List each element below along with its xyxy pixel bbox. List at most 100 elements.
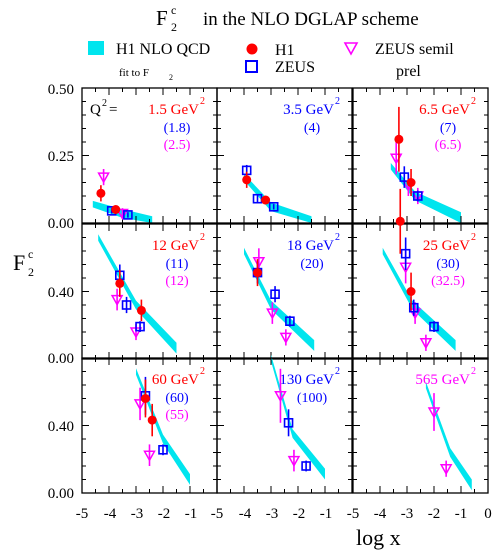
q2-label: 6.5 GeV <box>419 102 470 118</box>
q2-alt-zeus: (4) <box>304 121 321 136</box>
zeus-point <box>283 417 294 428</box>
q2-label: 60 GeV <box>152 372 199 388</box>
qcd-band <box>425 381 472 491</box>
zeus-point <box>158 444 168 455</box>
q2-alt-semil: (55) <box>165 408 189 423</box>
zeus-semil-point <box>116 208 129 221</box>
q2-alt-zeus: (11) <box>166 257 189 272</box>
qcd-band <box>244 247 315 351</box>
figure-title: F c 2 in the NLO DGLAP scheme <box>156 3 419 34</box>
y-tick-label: 0.50 <box>48 82 74 98</box>
legend-zeus-marker <box>245 60 258 73</box>
h1-point <box>96 188 106 198</box>
x-axis-title: log x <box>356 525 401 550</box>
h1-point <box>406 178 416 187</box>
q2-label: 25 GeV <box>423 238 470 254</box>
legend-h1-label: H1 <box>275 42 295 59</box>
x-tick-label: -1 <box>320 506 333 522</box>
q2-label-exponent: 2 <box>200 96 205 107</box>
x-tick-label: -1 <box>185 506 198 522</box>
h1-point <box>242 175 252 185</box>
legend-zeus-label: ZEUS <box>275 59 315 76</box>
q2-label: 3.5 GeV <box>283 102 334 118</box>
zeus-semil-point <box>252 257 266 269</box>
q2-alt-semil: (6.5) <box>435 138 462 153</box>
y-tick-label: 0.40 <box>48 419 74 435</box>
x-tick-label: -5 <box>211 506 224 522</box>
zeus-semil-point <box>266 308 279 320</box>
q2-label-exponent: 2 <box>200 232 205 243</box>
q2-label-exponent: 2 <box>335 232 340 243</box>
qcd-band <box>271 354 325 480</box>
zeus-point <box>301 461 311 471</box>
legend-band-label: H1 NLO QCD <box>116 41 210 58</box>
zeus-semil-point <box>274 391 287 403</box>
zeus-point <box>285 316 295 327</box>
zeus-point <box>429 321 439 332</box>
zeus-semil-point <box>110 294 124 307</box>
zeus-semil-point <box>97 172 110 184</box>
zeus-semil-point <box>143 450 156 462</box>
x-tick-label: -4 <box>239 506 252 522</box>
title-rest: in the NLO DGLAP scheme <box>203 9 419 30</box>
legend-band-swatch <box>88 41 104 55</box>
y-tick-label: 0.40 <box>48 285 74 301</box>
zeus-point <box>399 172 410 182</box>
h1-point <box>115 278 125 288</box>
q2-label-exponent: 2 <box>200 366 205 377</box>
y-axis-title-f: F <box>13 250 25 275</box>
q2-label-exponent: 2 <box>471 366 476 377</box>
x-tick-label: -2 <box>428 506 441 522</box>
x-tick-labels: -5 -4 -3 -2 -1 -5 -4 -3 -2 -1 -5 -4 -3 -… <box>76 506 492 522</box>
x-tick-label: -2 <box>158 506 171 522</box>
q2-alt-zeus: (1.8) <box>164 121 191 136</box>
x-tick-label: -3 <box>266 506 279 522</box>
y-axis-title-sup: c <box>28 247 33 261</box>
q2-label: 130 GeV <box>279 372 334 388</box>
x-tick-label: -5 <box>347 506 360 522</box>
legend-band-sublabel: fit to F <box>119 67 149 79</box>
q2-alt-zeus: (20) <box>300 257 324 272</box>
zeus-point <box>412 191 423 201</box>
h1-point <box>395 216 405 226</box>
legend-zeus-semil-marker <box>343 42 359 56</box>
q2-alt-zeus: (60) <box>165 391 189 406</box>
h1-point <box>253 268 262 278</box>
y-tick-label: 0.00 <box>48 216 74 232</box>
title-sup: c <box>171 3 176 17</box>
y-tick-label: 0.00 <box>48 351 74 367</box>
q2-alt-semil: (2.5) <box>164 138 191 153</box>
h1-point <box>140 394 150 403</box>
h1-point <box>261 195 271 205</box>
qcd-band <box>390 163 461 223</box>
legend-zeus-semil-label: ZEUS semil <box>375 41 454 58</box>
h1-point <box>394 134 404 144</box>
qcd-band <box>136 368 190 485</box>
q2-alt-zeus: (100) <box>297 391 328 406</box>
x-tick-label: -1 <box>455 506 468 522</box>
q2-alt-semil: (32.5) <box>431 274 465 289</box>
y-axis-title-sub: 2 <box>28 265 34 279</box>
q2-alt-zeus: (7) <box>440 121 457 136</box>
x-tick-label: -2 <box>293 506 306 522</box>
q2-label-exponent: 2 <box>335 366 340 377</box>
q2-label-exponent: 2 <box>335 96 340 107</box>
h1-point <box>136 305 146 315</box>
zeus-point <box>408 302 419 313</box>
zeus-semil-point <box>133 399 147 411</box>
h1-point <box>111 205 121 214</box>
y-tick-label: 0.25 <box>48 149 74 165</box>
zeus-semil-point <box>439 463 453 476</box>
x-tick-label: -4 <box>104 506 117 522</box>
x-tick-label: -3 <box>131 506 144 522</box>
x-tick-label: -5 <box>76 506 89 522</box>
